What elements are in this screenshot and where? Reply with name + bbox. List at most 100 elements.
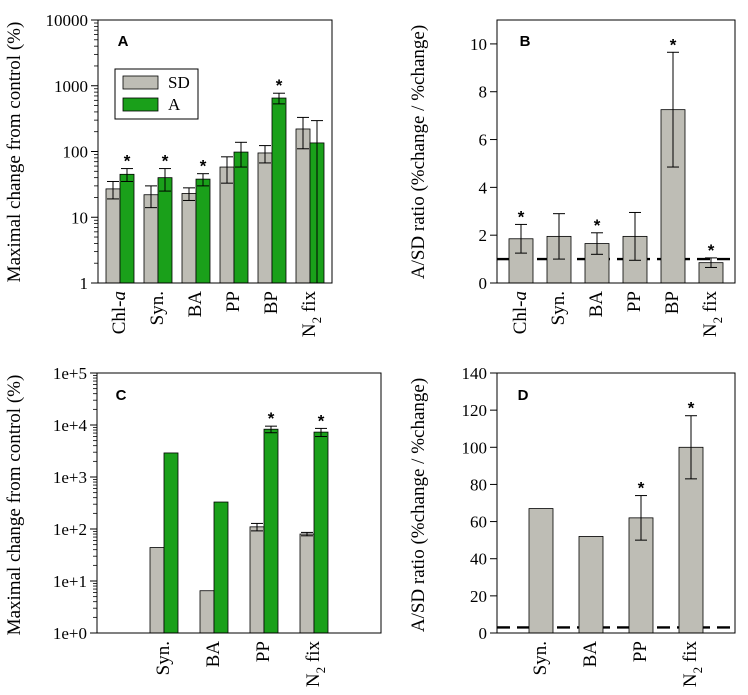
- panel-letter: A: [118, 33, 129, 50]
- bar-sd: [299, 533, 315, 634]
- panel-a: * Chl-a * Syn. * BA PP * BP N2 fix 1 10 100 1000 10000…: [4, 11, 333, 338]
- x-tick-label-suffix: fix: [299, 291, 320, 317]
- bar-sd: [181, 193, 197, 284]
- bar-sd: [249, 526, 265, 634]
- significance-star: *: [670, 35, 677, 54]
- bar-sd: [199, 590, 215, 634]
- y-tick-label: 20: [470, 587, 487, 606]
- bar-a: [213, 501, 229, 634]
- y-tick-label: 1e+0: [53, 624, 87, 643]
- x-tick-label-main: Syn.: [548, 291, 569, 325]
- x-tick-label-subscript: 2: [710, 317, 725, 324]
- significance-star: *: [124, 152, 131, 171]
- panel-letter: B: [520, 33, 531, 50]
- panel-letter: C: [116, 387, 127, 404]
- y-tick-label: 6: [479, 131, 488, 150]
- legend-label-a: A: [168, 95, 181, 114]
- x-tick-label: BP: [662, 291, 683, 314]
- y-tick-label: 1e+4: [53, 416, 88, 435]
- x-tick-label: BA: [203, 641, 224, 668]
- x-tick-label: N2 fix: [299, 291, 324, 338]
- x-tick-label-italic: a: [109, 291, 130, 301]
- x-tick-label: Syn.: [530, 641, 551, 675]
- bar-a: [157, 177, 173, 284]
- x-tick-label-main: Syn.: [530, 641, 551, 675]
- x-tick-label: Chl-a: [109, 291, 130, 334]
- x-tick-label-main: Syn.: [147, 291, 168, 325]
- x-tick-label: PP: [624, 291, 645, 312]
- significance-star: *: [268, 409, 275, 428]
- significance-star: *: [518, 207, 525, 226]
- plot-frame: [496, 19, 736, 284]
- x-tick-label: N2 fix: [680, 641, 705, 688]
- plot-frame: [496, 372, 736, 634]
- x-tick-label-main: PP: [223, 291, 244, 312]
- x-tick-label: N2 fix: [700, 291, 725, 338]
- panel-c: Syn. BA * PP * N2 fix 1e+0 1e+1 1e+2 1e+3 1e+4 1e+5…: [4, 364, 382, 688]
- panel-letter: D: [518, 387, 529, 404]
- bar-a: [263, 428, 279, 634]
- y-tick-label: 2: [479, 226, 488, 245]
- significance-star: *: [200, 157, 207, 176]
- x-tick-label: BA: [185, 291, 206, 318]
- x-tick-label-main: BA: [580, 641, 601, 668]
- bar-sd: [149, 547, 165, 634]
- bar-ratio: [578, 536, 604, 634]
- bar-sd: [257, 152, 273, 284]
- bar-sd: [295, 128, 311, 284]
- x-tick-label-main: BA: [586, 291, 607, 318]
- y-tick-label: 100: [63, 143, 89, 162]
- y-tick-label: 1e+5: [53, 364, 87, 383]
- y-axis-label: Maximal change from control (%): [4, 375, 25, 636]
- x-tick-label-main: N: [303, 673, 324, 687]
- significance-star: *: [276, 76, 283, 95]
- bar-a: [313, 431, 329, 634]
- bar-a: [195, 178, 211, 284]
- x-tick-label-main: Chl-: [510, 301, 531, 335]
- x-tick-label-main: Chl-: [109, 301, 130, 335]
- y-tick-label: 1: [80, 274, 89, 293]
- y-tick-label: 1e+1: [53, 572, 87, 591]
- y-tick-label: 10: [71, 208, 88, 227]
- y-axis-label: Maximal change from control (%): [4, 22, 25, 283]
- significance-star: *: [318, 411, 325, 430]
- y-tick-label: 100: [462, 438, 488, 457]
- bar-sd: [219, 166, 235, 284]
- x-tick-label-subscript: 2: [309, 317, 324, 324]
- x-tick-label: Syn.: [548, 291, 569, 325]
- y-axis-label: A/SD ratio (%change / %change): [408, 25, 429, 279]
- x-tick-label-main: N: [299, 323, 320, 337]
- y-tick-label: 0: [479, 274, 488, 293]
- x-tick-label-italic: a: [510, 291, 531, 301]
- x-tick-label: PP: [253, 641, 274, 662]
- x-tick-label-subscript: 2: [690, 667, 705, 674]
- bar-sd: [105, 188, 121, 284]
- panel-d: Syn. BA * PP * N2 fix 0 20 40 60 80 100 120 140 A/SD r…: [408, 364, 736, 688]
- x-tick-label: PP: [630, 641, 651, 662]
- bar-a: [271, 97, 287, 284]
- significance-star: *: [638, 479, 645, 498]
- y-tick-label: 1e+3: [53, 468, 87, 487]
- x-tick-label-suffix: fix: [680, 641, 701, 667]
- y-axis-label: A/SD ratio (%change / %change): [408, 378, 429, 632]
- x-tick-label-main: N: [700, 323, 721, 337]
- x-tick-label-main: N: [680, 673, 701, 687]
- y-tick-label: 1000: [54, 77, 88, 96]
- plot-frame: [96, 372, 382, 634]
- significance-star: *: [162, 152, 169, 171]
- x-tick-label-suffix: fix: [700, 291, 721, 317]
- x-tick-label: Syn.: [153, 641, 174, 675]
- bar-a: [119, 173, 135, 284]
- y-tick-label: 10: [470, 35, 487, 54]
- x-tick-label-main: BA: [203, 641, 224, 668]
- x-tick-label: N2 fix: [303, 641, 328, 688]
- significance-star: *: [708, 241, 715, 260]
- x-tick-label-main: BA: [185, 291, 206, 318]
- y-tick-label: 1e+2: [53, 520, 87, 539]
- y-tick-label: 0: [479, 624, 488, 643]
- x-tick-label: Syn.: [147, 291, 168, 325]
- x-tick-label: BA: [580, 641, 601, 668]
- y-tick-label: 40: [470, 550, 487, 569]
